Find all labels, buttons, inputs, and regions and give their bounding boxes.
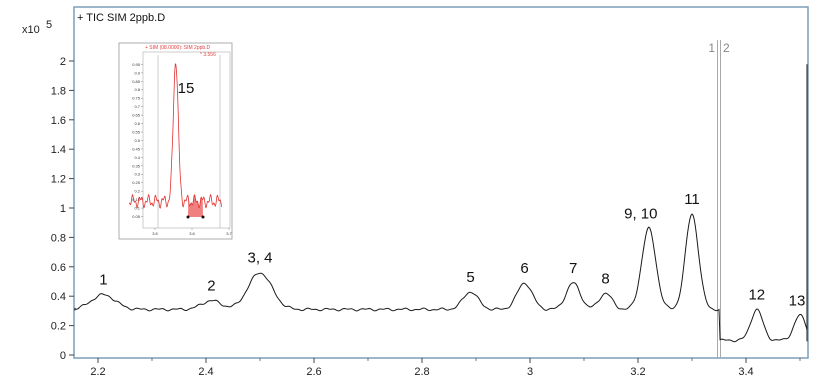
x-tick-label: 2.2: [90, 366, 105, 378]
inset-y-tick-label: 0.05: [132, 214, 141, 219]
inset-y-tick-label: 0.95: [132, 62, 141, 67]
inset-y-tick-label: 0.55: [132, 129, 141, 134]
inset-chart: + SIM (08.0000): SIM 2ppb.D * 3.556 0.05…: [118, 42, 233, 240]
y-tick-label: 0: [60, 350, 66, 362]
peak-label: 6: [520, 260, 528, 277]
inset-y-tick-label: 0.2: [134, 189, 140, 194]
inset-y-tick-label: 0.5: [134, 138, 140, 143]
peak-label: 3, 4: [247, 250, 272, 267]
x-tick-label: 2.8: [414, 366, 429, 378]
inset-x-axis: 3.5 3.6 3.7: [152, 228, 233, 236]
inset-x-tick-label: 3.6: [189, 231, 195, 236]
inset-y-tick-label: 0.65: [132, 113, 141, 118]
x-tick-label: 2.4: [198, 366, 213, 378]
y-multiplier: x10: [22, 24, 40, 36]
inset-y-tick-label: 0.1: [134, 206, 140, 211]
inset-y-tick-label: 0.8: [134, 87, 140, 92]
y-tick-label: 1.2: [51, 174, 66, 186]
inset-y-tick-label: 0.7: [134, 104, 140, 109]
inset-trace: [129, 63, 222, 209]
inset-plot-area: [142, 51, 231, 229]
segment-markers: 1223: [708, 40, 730, 358]
y-tick-label: 1.4: [51, 144, 66, 156]
inset-y-tick-label: 0.35: [132, 163, 141, 168]
y-tick-label: 1.8: [51, 85, 66, 97]
peak-label: 2: [207, 278, 215, 295]
inset-peak-fill: [188, 194, 203, 217]
peak-label: 11: [684, 191, 700, 208]
chromatogram-trace: [74, 64, 808, 343]
x-tick-label: 3: [527, 366, 533, 378]
segment-right-label: 2: [723, 41, 730, 55]
y-tick-label: 0.4: [51, 291, 66, 303]
inset-x-tick-label: 3.5: [152, 231, 158, 236]
inset-integration-start: [186, 215, 190, 219]
peak-label: 5: [466, 269, 474, 286]
inset-y-tick-label: 0.15: [132, 197, 141, 202]
inset-y-tick-label: 0.9: [134, 70, 140, 75]
peak-label: 9, 10: [624, 206, 657, 223]
inset-y-tick-label: 0.75: [132, 96, 141, 101]
y-tick-label: 0.2: [51, 321, 66, 333]
x-axis: 2.22.42.62.833.23.43.63.844.24.44.64.855…: [90, 358, 801, 378]
y-tick-label: 0.6: [51, 262, 66, 274]
inset-x-tick-label: 3.7: [226, 231, 232, 236]
peak-label: 13: [789, 292, 806, 309]
inset-peak-value: * 3.556: [200, 52, 216, 58]
x-tick-label: 2.6: [306, 366, 321, 378]
y-axis: 0 0.2 0.4 0.6 0.8 1 1.2 1.4 1.6 1.8 2: [51, 56, 74, 362]
inset-integration-end: [201, 215, 205, 219]
peak-label: 7: [569, 260, 577, 277]
x-tick-label: 3.4: [738, 366, 753, 378]
x-tick-label: 3.2: [630, 366, 645, 378]
y-tick-label: 0.8: [51, 232, 66, 244]
inset-y-tick-label: 0.85: [132, 79, 141, 84]
y-multiplier-exponent: 5: [46, 19, 52, 31]
peak-label: 8: [601, 270, 609, 287]
y-tick-label: 1.6: [51, 115, 66, 127]
peak-label: 12: [748, 286, 765, 303]
inset-peak-label: 15: [178, 80, 195, 97]
inset-title: + SIM (08.0000): SIM 2ppb.D: [145, 45, 211, 51]
chart-title: + TIC SIM 2ppb.D: [77, 12, 165, 24]
inset-y-tick-label: 0.25: [132, 180, 141, 185]
peak-label: 1: [99, 272, 107, 289]
inset-y-tick-label: 0.6: [134, 121, 140, 126]
inset-y-tick-label: 0.3: [134, 172, 140, 177]
inset-y-axis: 0.05 0.1 0.15 0.2 0.25 0.3 0.35 0.4 0.45 0.5 0.55 0…: [132, 62, 143, 219]
y-tick-label: 1: [60, 203, 66, 215]
inset-y-tick-label: 0.45: [132, 146, 141, 151]
inset-y-tick-label: 0.4: [134, 155, 140, 160]
y-tick-label: 2: [60, 56, 66, 68]
segment-left-label: 1: [708, 41, 715, 55]
